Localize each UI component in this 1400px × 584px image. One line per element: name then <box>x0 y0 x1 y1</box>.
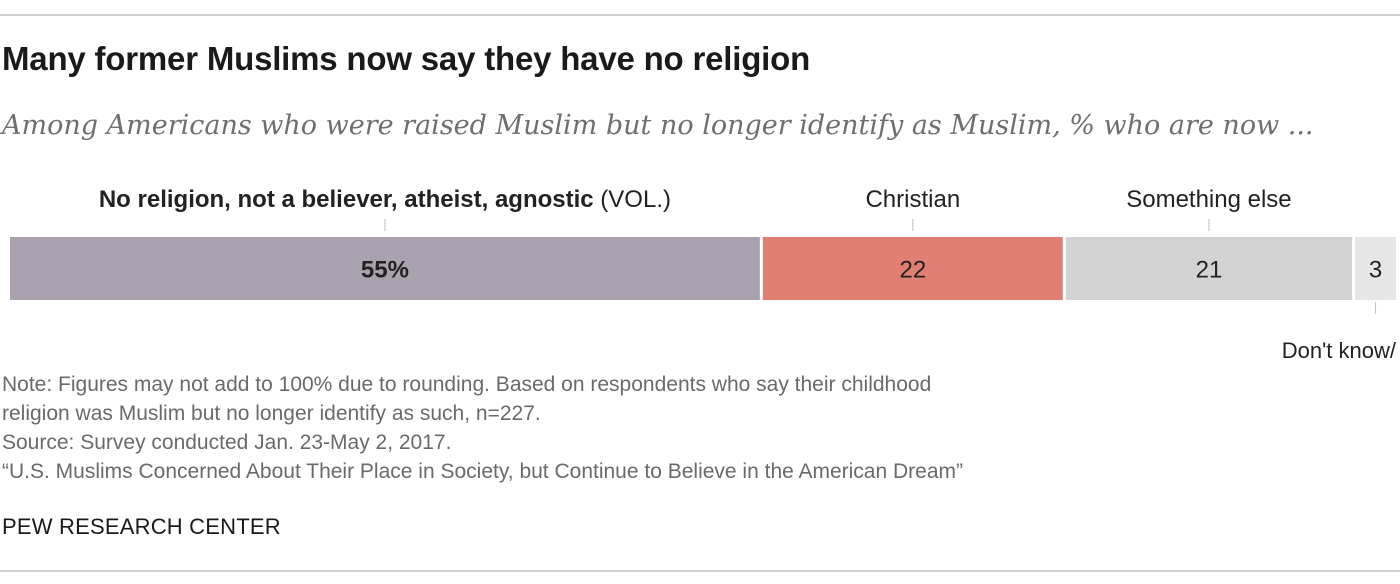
legend-label: Don't know/ <box>1282 338 1397 363</box>
data-label: 22 <box>899 257 926 284</box>
data-label: 21 <box>1196 257 1223 284</box>
top-rule <box>0 14 1400 16</box>
bar-segment <box>1065 237 1353 300</box>
notes: Note: Figures may not add to 100% due to… <box>2 370 963 486</box>
bar-segment <box>1355 237 1396 300</box>
source-line: Source: Survey conducted Jan. 23-May 2, … <box>2 431 452 454</box>
bar-segment <box>762 237 1063 300</box>
chart-subtitle: Among Americans who were raised Muslim b… <box>2 110 1314 141</box>
note-line: Note: Figures may not add to 100% due to… <box>2 373 932 396</box>
report-title-line: “U.S. Muslims Concerned About Their Plac… <box>2 460 964 483</box>
chart-title: Many former Muslims now say they have no… <box>2 40 811 77</box>
stacked-bar-chart: 55% No religion, not a believer, atheist,… <box>10 186 1397 370</box>
legend-label: ref. (VOL.) <box>1293 369 1396 370</box>
data-label: 55% <box>361 257 409 284</box>
legend-label: Christian <box>865 186 960 213</box>
data-label: 3 <box>1369 257 1382 284</box>
brand-label: PEW RESEARCH CENTER <box>2 514 281 539</box>
legend-label: Something else <box>1126 186 1291 213</box>
bar-segment <box>10 237 760 300</box>
note-line: religion was Muslim but no longer identi… <box>2 402 541 425</box>
legend-label: No religion, not a believer, atheist, ag… <box>99 186 671 213</box>
bottom-rule <box>0 570 1400 572</box>
